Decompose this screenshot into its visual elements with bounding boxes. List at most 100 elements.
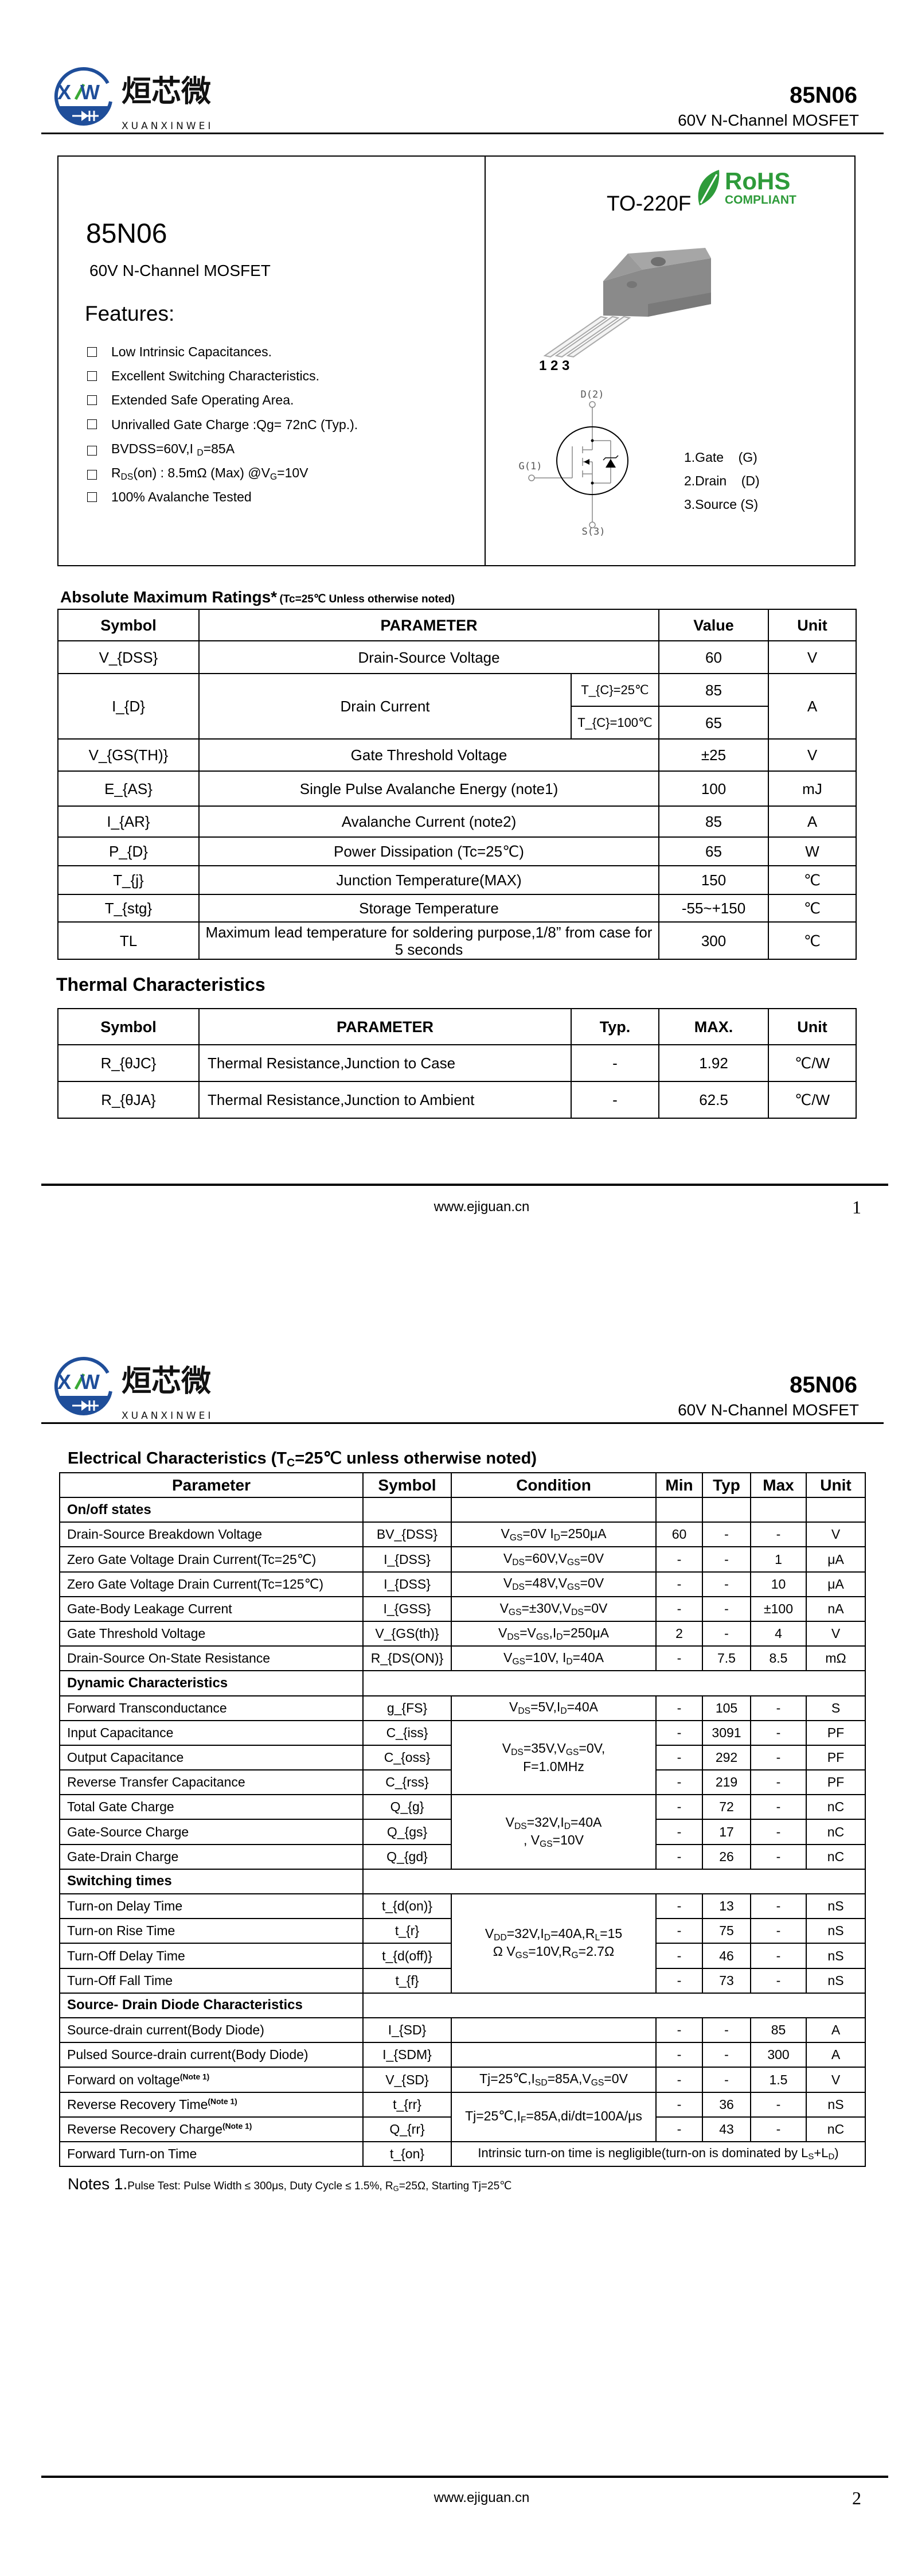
header-typ: Typ bbox=[702, 1472, 751, 1498]
max-cell: - bbox=[750, 2116, 807, 2142]
unit-cell: nS bbox=[806, 1943, 866, 1969]
parameter-cell: Gate Threshold Voltage bbox=[198, 738, 660, 772]
svg-text:W: W bbox=[80, 80, 100, 104]
header-part-number: 85N06 bbox=[790, 83, 857, 108]
checkbox-icon bbox=[87, 395, 97, 405]
footer-rule bbox=[41, 1184, 888, 1186]
pin-legend-source: 3.Source (S) bbox=[684, 497, 759, 512]
min-cell: - bbox=[655, 2067, 703, 2093]
condition-cell: Tj=25℃,IF=85A,di/dt=100A/μs bbox=[451, 2091, 657, 2142]
empty-cell bbox=[362, 1496, 452, 1523]
unit-cell: μA bbox=[806, 1546, 866, 1573]
parameter-cell: Turn-on Delay Time bbox=[59, 1893, 364, 1920]
checkbox-icon bbox=[87, 492, 97, 502]
table-row: Gate-Source Charge Q_{gs} -17- nC bbox=[59, 1819, 866, 1845]
unit-cell: nC bbox=[806, 2116, 866, 2142]
thermal-table: Symbol PARAMETER Typ. MAX. Unit R_{θJC} T… bbox=[57, 1008, 857, 1119]
min-cell: - bbox=[655, 1546, 703, 1573]
footer-url: www.ejiguan.cn bbox=[433, 2490, 530, 2505]
max-cell: - bbox=[750, 1695, 807, 1721]
table-row: T_{j} Junction Temperature(MAX) 150 ℃ bbox=[57, 865, 857, 895]
symbol-cell: V_{SD} bbox=[362, 2067, 452, 2093]
feature-text: 100% Avalanche Tested bbox=[111, 489, 252, 505]
value-cell: 300 bbox=[658, 921, 770, 960]
features-title: Features: bbox=[85, 302, 175, 325]
max-cell: - bbox=[750, 1769, 807, 1796]
symbol-cell: I_{DSS} bbox=[362, 1546, 452, 1573]
unit-cell: A bbox=[806, 2017, 866, 2044]
value-cell: ±25 bbox=[658, 738, 770, 772]
parameter-cell: Reverse Recovery Charge(Note 1) bbox=[59, 2116, 364, 2142]
section-label: Source- Drain Diode Characteristics bbox=[59, 1992, 364, 2018]
checkbox-icon bbox=[87, 419, 97, 430]
min-cell: 2 bbox=[655, 1620, 703, 1647]
max-cell: 10 bbox=[750, 1571, 807, 1597]
symbol-cell: t_{d(off)} bbox=[362, 1943, 452, 1969]
pin-numbers: 1 2 3 bbox=[539, 358, 570, 373]
symbol-cell: I_{DSS} bbox=[362, 1571, 452, 1597]
max-cell: 4 bbox=[750, 1620, 807, 1647]
table-row: R_{θJA} Thermal Resistance,Junction to Am… bbox=[57, 1081, 857, 1119]
symbol-cell: T_{j} bbox=[57, 865, 200, 895]
typ-cell: 75 bbox=[702, 1918, 751, 1944]
header-symbol: Symbol bbox=[57, 609, 200, 641]
feature-item: Unrivalled Gate Charge :Qg= 72nC (Typ.). bbox=[87, 417, 358, 433]
condition-cell: VGS=0V ID=250μA bbox=[451, 1522, 657, 1548]
feature-text: Low Intrinsic Capacitances. bbox=[111, 344, 272, 359]
unit-cell: nS bbox=[806, 1893, 866, 1920]
max-cell: 1 bbox=[750, 1546, 807, 1573]
feature-item: RDS(on) : 8.5mΩ (Max) @VG=10V bbox=[87, 465, 308, 485]
min-cell: - bbox=[655, 1769, 703, 1796]
min-cell: - bbox=[655, 2017, 703, 2044]
empty-cell bbox=[750, 1496, 807, 1523]
header-unit: Unit bbox=[768, 1008, 857, 1045]
typ-cell: - bbox=[702, 1546, 751, 1573]
table-row: Forward Transconductance g_{FS} VDS=5V,ID=… bbox=[59, 1695, 866, 1721]
symbol-cell: I_{SD} bbox=[362, 2017, 452, 2044]
unit-cell: A bbox=[768, 673, 857, 740]
min-cell: - bbox=[655, 1893, 703, 1920]
table-row: Pulsed Source-drain current(Body Diode) I… bbox=[59, 2042, 866, 2068]
feature-text: Unrivalled Gate Charge :Qg= 72nC (Typ.). bbox=[111, 417, 358, 432]
electrical-title: Electrical Characteristics (TC=25℃ unles… bbox=[68, 1449, 537, 1469]
symbol-cell: C_{iss} bbox=[362, 1719, 452, 1746]
header-max: Max bbox=[750, 1472, 807, 1498]
symbol-cell: TL bbox=[57, 921, 200, 960]
feature-item: Extended Safe Operating Area. bbox=[87, 392, 294, 408]
max-cell: 85 bbox=[750, 2017, 807, 2044]
empty-cell bbox=[806, 1496, 866, 1523]
typ-cell: 46 bbox=[702, 1943, 751, 1969]
footer-url: www.ejiguan.cn bbox=[433, 1199, 530, 1215]
table-row: Turn-on Rise Time t_{r} -75- nS bbox=[59, 1918, 866, 1944]
condition-cell: VDS=48V,VGS=0V bbox=[451, 1571, 657, 1597]
abs-max-title: Absolute Maximum Ratings* (Tc=25℃ Unless… bbox=[60, 588, 455, 606]
table-row: Zero Gate Voltage Drain Current(Tc=125℃)… bbox=[59, 1571, 866, 1597]
parameter-cell: Avalanche Current (note2) bbox=[198, 806, 660, 838]
abs-max-subtitle: (Tc=25℃ Unless otherwise noted) bbox=[279, 593, 455, 605]
symbol-cell: P_{D} bbox=[57, 836, 200, 866]
package-name: TO-220F bbox=[607, 192, 692, 215]
table-row: R_{θJC} Thermal Resistance,Junction to Ca… bbox=[57, 1044, 857, 1082]
unit-cell: ℃/W bbox=[768, 1044, 857, 1082]
checkbox-icon bbox=[87, 470, 97, 480]
header-symbol: Symbol bbox=[57, 1008, 200, 1045]
max-cell: - bbox=[750, 2091, 807, 2118]
condition-cell: VDS=32V,ID=40A, VGS=10V bbox=[451, 1794, 657, 1870]
parameter-cell: Reverse Transfer Capacitance bbox=[59, 1769, 364, 1796]
condition-cell bbox=[451, 2042, 657, 2068]
condition-cell: VDS=VGS,ID=250μA bbox=[451, 1620, 657, 1647]
value-cell: 60 bbox=[658, 640, 770, 674]
min-cell: - bbox=[655, 1819, 703, 1845]
parameter-cell: Drain-Source On-State Resistance bbox=[59, 1645, 364, 1672]
table-row: Turn-on Delay Time t_{d(on)} VDD=32V,ID=40… bbox=[59, 1893, 866, 1994]
electrical-table: Parameter Symbol Condition Min Typ Max U… bbox=[59, 1472, 866, 2168]
max-cell: - bbox=[750, 1744, 807, 1771]
header-max: MAX. bbox=[658, 1008, 769, 1045]
company-logo: X W 烜芯微 XUANXINWEI bbox=[54, 67, 211, 132]
section-label: On/off states bbox=[59, 1496, 364, 1523]
symbol-cell: g_{FS} bbox=[362, 1695, 452, 1721]
header-rule bbox=[41, 133, 884, 134]
company-logo: X W 烜芯微 XUANXINWEI bbox=[54, 1356, 211, 1422]
value-cell: 85 bbox=[658, 806, 770, 838]
symbol-cell: Q_{gd} bbox=[362, 1843, 452, 1870]
